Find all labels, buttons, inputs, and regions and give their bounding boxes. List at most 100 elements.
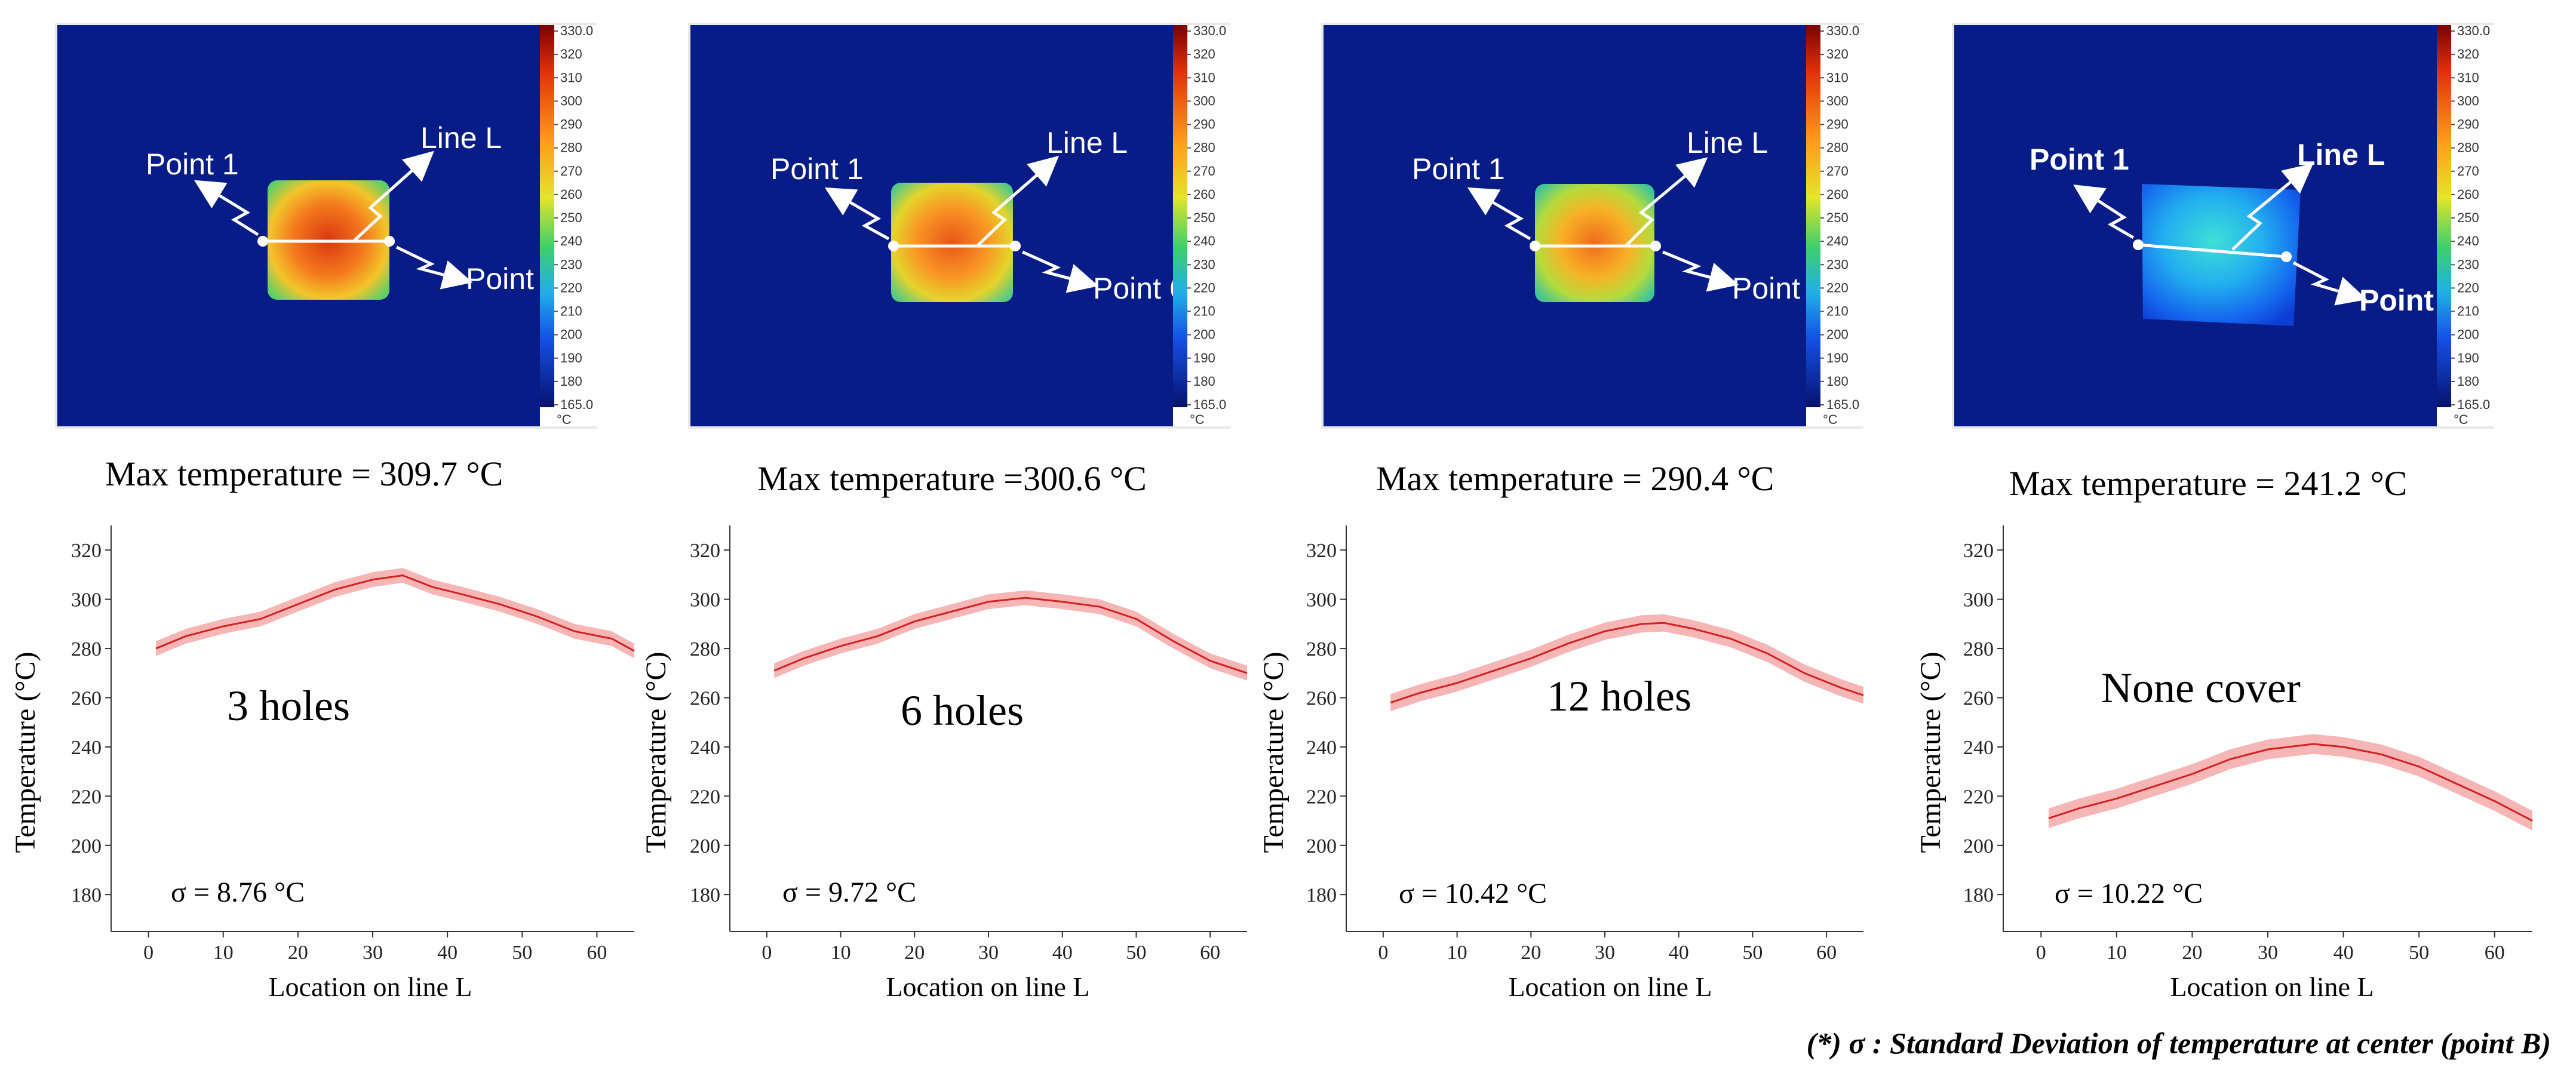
line-l-arrow — [2231, 163, 2314, 251]
y-tick-label: 180 — [1306, 884, 1337, 906]
x-tick-label: 50 — [1742, 942, 1763, 964]
colorbar-tick-label: 230 — [560, 257, 582, 272]
x-tick-label: 50 — [512, 942, 532, 964]
series-band — [156, 568, 635, 659]
x-axis-label: Location on line L — [268, 971, 472, 1002]
line-chart-2: 180 200 220 240 260 280 300 320 0 10 20 30 40 50 60 Loc… — [640, 525, 1248, 1002]
colorbar-tick-label: 300 — [1826, 93, 1849, 108]
heated-plate — [2142, 184, 2301, 326]
point-1-arrow — [1467, 187, 1531, 241]
point-65-marker — [1650, 241, 1661, 251]
heated-plate — [891, 183, 1013, 302]
y-tick-label: 300 — [1963, 589, 1994, 611]
colorbar — [2437, 25, 2451, 407]
colorbar-tick-label: 180 — [560, 374, 582, 389]
point-65-label: Point 65 — [466, 262, 575, 296]
series-line — [1390, 622, 1864, 704]
x-tick-label: 10 — [1447, 942, 1467, 964]
x-tick-label: 20 — [2182, 942, 2202, 964]
thermal-image-1: Point 1 Line L Point 65 330.0 320 310 300 29… — [55, 23, 597, 429]
point-1-marker — [1530, 241, 1540, 251]
x-tick-label: 40 — [1669, 942, 1689, 964]
colorbar-tick-label: 330.0 — [560, 23, 593, 38]
series-line — [155, 574, 635, 652]
point-1-label: Point 1 — [2030, 143, 2129, 176]
colorbar — [1806, 25, 1820, 407]
y-axis-label: Temperature (°C) — [640, 651, 672, 853]
x-tick-label: 40 — [2334, 942, 2354, 964]
x-tick-label: 0 — [143, 942, 153, 964]
point-65-arrow — [1021, 250, 1099, 293]
condition-annotation: None cover — [2101, 664, 2301, 712]
point-65-arrow — [1662, 250, 1739, 292]
point-1-marker — [2133, 239, 2144, 250]
x-tick-label: 30 — [363, 942, 383, 964]
colorbar-ticks: 330.0 320 310 300 290 280 270 260 250 240 230 220 21… — [554, 23, 593, 412]
point-1-label: Point 1 — [1412, 152, 1505, 186]
point-1-label: Point 1 — [770, 152, 864, 186]
colorbar-tick-label: 165.0 — [1826, 397, 1859, 412]
colorbar-tick-label: 240 — [560, 233, 582, 248]
x-tick-label: 20 — [288, 942, 308, 964]
max-temperature-caption-3: Max temperature = 290.4 °C — [1376, 459, 1774, 498]
colorbar-tick-label: 290 — [1826, 117, 1849, 132]
x-tick-label: 30 — [978, 942, 999, 964]
colorbar-tick-label: 230 — [2457, 257, 2479, 272]
y-tick-label: 200 — [71, 835, 102, 857]
y-tick-label: 220 — [1306, 786, 1337, 808]
thermal-image-3: Point 1 Line L Point 65 330.0 320 310 300 29… — [1321, 23, 1863, 429]
point-1-marker — [257, 236, 268, 247]
thermal-svg-1: Point 1 Line L Point 65 330.0 320 310 300 29… — [55, 23, 597, 429]
thermal-svg-4: Point 1 Line L Point 65 330.0 320 310 300 29… — [1952, 23, 2494, 429]
max-temperature-caption-1: Max temperature = 309.7 °C — [105, 454, 503, 493]
y-tick-label: 240 — [690, 737, 720, 759]
point-65-marker — [1010, 241, 1021, 251]
colorbar-tick-label: 280 — [560, 140, 582, 155]
colorbar-tick-label: 190 — [1826, 351, 1849, 365]
line-l-arrow — [352, 150, 434, 242]
point-65-label: Point 65 — [2359, 284, 2475, 317]
colorbar-tick-label: 320 — [1193, 47, 1215, 62]
y-tick-label: 260 — [1306, 687, 1337, 709]
y-tick-label: 280 — [690, 638, 720, 660]
x-tick-label: 40 — [437, 942, 458, 964]
colorbar-tick-label: 250 — [1193, 210, 1215, 225]
colorbar-tick-label: 260 — [560, 187, 582, 202]
colorbar-tick-label: 190 — [1193, 351, 1215, 365]
max-temperature-caption-4: Max temperature = 241.2 °C — [2009, 464, 2408, 503]
y-tick-label: 220 — [71, 786, 102, 808]
colorbar-tick-label: 260 — [2457, 187, 2479, 202]
colorbar-tick-label: 300 — [1193, 93, 1215, 108]
colorbar-tick-label: 180 — [1826, 374, 1849, 389]
y-tick-label: 260 — [690, 687, 720, 709]
colorbar — [540, 25, 554, 407]
line-l — [2138, 243, 2287, 259]
point-65-arrow — [395, 245, 473, 290]
colorbar-tick-label: 210 — [1826, 304, 1849, 319]
x-tick-label: 10 — [831, 942, 851, 964]
colorbar-tick-label: 280 — [1826, 140, 1849, 155]
max-temperature-caption-2: Max temperature =300.6 °C — [757, 459, 1147, 498]
colorbar-tick-label: 290 — [1193, 117, 1215, 132]
colorbar-tick-label: 180 — [2457, 374, 2479, 389]
colorbar-tick-label: 310 — [2457, 70, 2479, 85]
sigma-annotation: σ = 10.22 °C — [2055, 878, 2203, 909]
colorbar-tick-label: 220 — [1826, 280, 1849, 295]
line-l-arrow — [1625, 157, 1708, 247]
x-tick-label: 60 — [587, 942, 607, 964]
point-65-arrow — [2292, 261, 2368, 306]
y-tick-label: 200 — [1306, 835, 1337, 857]
point-1-arrow — [824, 187, 890, 241]
colorbar-tick-label: 180 — [1193, 374, 1215, 389]
y-tick-label: 320 — [1306, 540, 1337, 562]
y-axis-label: Temperature (°C) — [1258, 651, 1289, 853]
sigma-annotation: σ = 10.42 °C — [1399, 878, 1547, 909]
colorbar-tick-label: 270 — [2457, 164, 2479, 179]
point-65-marker — [2281, 251, 2292, 262]
sigma-annotation: σ = 9.72 °C — [782, 877, 916, 908]
y-tick-label: 260 — [1963, 687, 1994, 709]
colorbar-tick-label: 210 — [560, 304, 582, 319]
x-axis-label: Location on line L — [886, 971, 1089, 1002]
line-l-label: Line L — [420, 121, 502, 155]
